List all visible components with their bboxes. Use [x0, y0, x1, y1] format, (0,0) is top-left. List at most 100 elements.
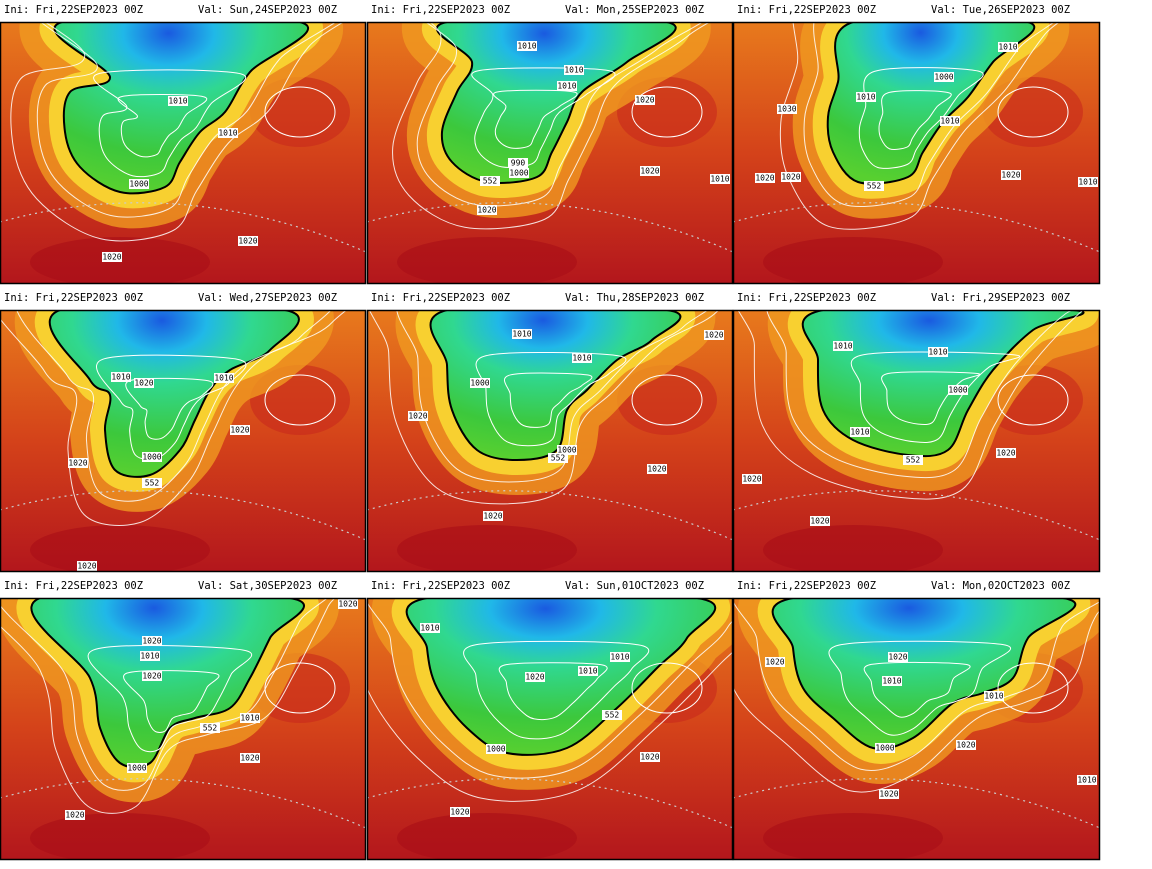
- contour-label: 1010: [856, 93, 875, 102]
- contour-label-box: [704, 330, 724, 340]
- isobar: [878, 90, 952, 150]
- contour-label: 1020: [647, 465, 666, 474]
- contour-label-box: [470, 378, 490, 388]
- low-height-area: [30, 598, 306, 769]
- contour-label-box: [928, 347, 948, 357]
- contour-label: 1000: [486, 745, 505, 754]
- isobar: [367, 601, 733, 779]
- contour-label: 990: [511, 159, 526, 168]
- contour-label: 1010: [512, 330, 531, 339]
- map-panel: 1010 1010 1000 1010 552 1020 1020 1020: [733, 310, 1100, 572]
- panel-border: [0, 309, 367, 573]
- contour-label: 1010: [140, 652, 159, 661]
- isobar: [368, 310, 720, 505]
- contour-label: 1020: [77, 562, 96, 571]
- isobar: [493, 89, 578, 149]
- contour-label-box: [512, 329, 532, 339]
- low-height-area: [771, 598, 1077, 750]
- warm-patch: [30, 813, 210, 860]
- contour-label: 1010: [111, 373, 130, 382]
- contour-label-box: [850, 427, 870, 437]
- init-time: Ini: Fri,22SEP2023 00Z: [4, 4, 143, 16]
- contour-label: 1000: [127, 764, 146, 773]
- contour-label-box: [200, 723, 220, 733]
- contour-label: 1000: [142, 453, 161, 462]
- contour-label-box: [218, 128, 238, 138]
- isobar: [96, 354, 247, 460]
- isobar: [475, 351, 627, 447]
- contour-label: 1020: [102, 253, 121, 262]
- contour-label: 1000: [129, 180, 148, 189]
- contour-label: 1010: [940, 117, 959, 126]
- low-height-area: [49, 310, 300, 478]
- valid-time: Val: Mon,02OCT2023 00Z: [931, 580, 1070, 592]
- contour-label-box: [408, 411, 428, 421]
- dotted-contour: [733, 490, 1100, 541]
- isobar: [881, 371, 981, 426]
- contour-label-box: [996, 448, 1016, 458]
- valid-time: Val: Wed,27SEP2023 00Z: [198, 292, 337, 304]
- contour-label: 1010: [168, 97, 187, 106]
- contour-label: 1000: [875, 744, 894, 753]
- contour-label: 1010: [517, 42, 536, 51]
- isobar: [36, 22, 337, 218]
- contour-label: 552: [551, 454, 566, 463]
- init-time: Ini: Fri,22SEP2023 00Z: [737, 292, 876, 304]
- contour-label-box: [127, 763, 147, 773]
- contour-label-box: [508, 158, 528, 168]
- contour-label: 1010: [850, 428, 869, 437]
- warm-patch: [397, 525, 577, 572]
- contour-label-box: [882, 676, 902, 686]
- valid-time: Val: Thu,28SEP2023 00Z: [565, 292, 704, 304]
- contour-label-box: [238, 236, 258, 246]
- contour-label-box: [956, 740, 976, 750]
- contour-label-box: [647, 464, 667, 474]
- contour-label: 1010: [214, 374, 233, 383]
- contour-label: 1020: [640, 167, 659, 176]
- contour-label: 1020: [1001, 171, 1020, 180]
- contour-label-box: [610, 652, 630, 662]
- isobar: [631, 662, 703, 714]
- map-panel: 1020 1020 1010 1010 1000 1020 1020 1010: [733, 598, 1100, 860]
- contour-label: 1000: [509, 169, 528, 178]
- contour-label: 1020: [781, 173, 800, 182]
- contour-label: 1030: [777, 105, 796, 114]
- isobar: [416, 22, 704, 207]
- contour-label-box: [142, 671, 162, 681]
- contour-label: 1020: [142, 672, 161, 681]
- contour-label-box: [755, 173, 775, 183]
- contour-label: 1020: [142, 637, 161, 646]
- contour-label-box: [338, 599, 358, 609]
- contour-label-box: [525, 672, 545, 682]
- isobar: [264, 662, 336, 714]
- contour-label-box: [548, 453, 568, 463]
- contour-label-box: [640, 752, 660, 762]
- init-time: Ini: Fri,22SEP2023 00Z: [371, 580, 510, 592]
- isobar: [997, 662, 1069, 714]
- isobar: [803, 22, 1056, 207]
- contour-label: 552: [145, 479, 160, 488]
- contour-label-box: [240, 713, 260, 723]
- init-time: Ini: Fri,22SEP2023 00Z: [371, 4, 510, 16]
- isobar: [463, 640, 650, 740]
- isobar: [367, 651, 733, 802]
- map-panel: 1010 1010 1000 1020 1020: [0, 22, 366, 284]
- isobar: [863, 661, 971, 718]
- valid-time: Val: Sat,30SEP2023 00Z: [198, 580, 337, 592]
- isobar: [858, 67, 984, 169]
- contour-label-box: [77, 561, 97, 571]
- contour-label: 1020: [450, 808, 469, 817]
- contour-label-box: [142, 452, 162, 462]
- map-panel: 1010 1020 1010 1020 1000 1020 552 1020: [0, 310, 366, 572]
- contour-label: 1020: [810, 517, 829, 526]
- contour-label-box: [635, 95, 655, 105]
- contour-label: 1020: [956, 741, 975, 750]
- contour-label-box: [509, 168, 529, 178]
- panel-border: [0, 21, 367, 285]
- dotted-contour: [0, 778, 366, 829]
- contour-label: 1020: [765, 658, 784, 667]
- contour-label: 1010: [1077, 776, 1096, 785]
- panel-border: [732, 309, 1101, 573]
- contour-label-box: [864, 181, 884, 191]
